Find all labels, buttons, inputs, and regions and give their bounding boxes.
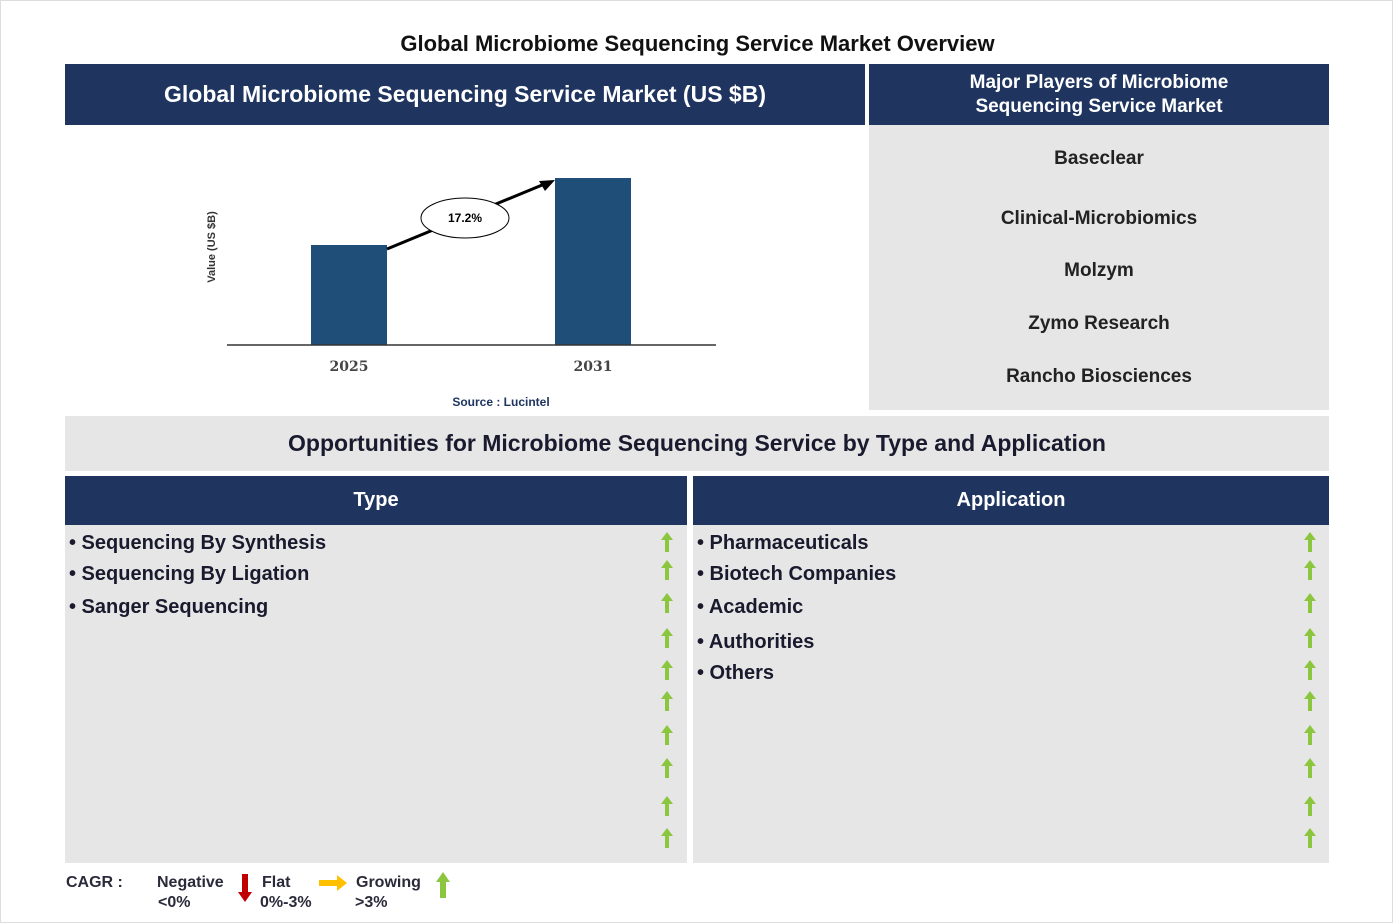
application-item: • Pharmaceuticals (697, 532, 869, 554)
bar-2025 (311, 245, 387, 345)
type-header: Type (65, 476, 687, 525)
up-arrow-icon (661, 828, 673, 848)
up-arrow-icon (661, 725, 673, 745)
player-item: Zymo Research (1028, 313, 1170, 334)
up-arrow-icon (1304, 532, 1316, 552)
type-item: • Sequencing By Synthesis (69, 532, 327, 554)
up-arrow-icon (661, 660, 673, 680)
up-arrow-icon (1304, 796, 1316, 816)
type-item: • Sequencing By Ligation (69, 563, 310, 585)
legend-negative-range: <0% (158, 894, 191, 911)
y-axis-label: Value (US $B) (206, 211, 218, 283)
application-panel (693, 525, 1329, 863)
up-arrow-icon (1304, 593, 1316, 613)
up-arrow-icon (661, 796, 673, 816)
cagr-bubble (420, 197, 510, 239)
up-arrow-icon (1304, 725, 1316, 745)
up-arrow-icon (1304, 628, 1316, 648)
up-arrow-icon (1304, 660, 1316, 680)
up-arrow-icon (1304, 758, 1316, 778)
right-arrow-icon (319, 875, 347, 891)
legend-flat: Flat (262, 874, 291, 891)
x-tick-label: 2025 (330, 359, 369, 375)
up-arrow-icon (661, 532, 673, 552)
players-panel (869, 125, 1329, 410)
page-title: Global Microbiome Sequencing Service Mar… (400, 31, 995, 56)
legend-negative: Negative (157, 874, 224, 891)
player-item: Clinical-Microbiomics (1000, 208, 1198, 229)
up-arrow-icon (661, 758, 673, 778)
legend-label: CAGR : (66, 874, 123, 891)
arrow-head-icon (539, 180, 555, 191)
opportunities-header: Opportunities for Microbiome Sequencing … (65, 416, 1329, 471)
up-arrow-icon (1304, 560, 1316, 580)
down-arrow-icon (238, 874, 252, 902)
up-arrow-icon (661, 628, 673, 648)
legend-growing: Growing (356, 874, 421, 891)
up-arrow-icon (1304, 691, 1316, 711)
up-arrow-icon (436, 872, 450, 898)
application-header: Application (693, 476, 1329, 525)
application-item: • Others (697, 662, 775, 684)
up-arrow-icon (661, 593, 673, 613)
type-panel (65, 525, 687, 863)
cagr-label: 17.2% (448, 211, 482, 225)
source-label: Source : Lucintel (452, 395, 549, 409)
player-item: Rancho Biosciences (1006, 366, 1192, 387)
application-item: • Academic (697, 596, 804, 618)
up-arrow-icon (661, 560, 673, 580)
player-item: Baseclear (1054, 148, 1144, 169)
players-header: Major Players of Microbiome Sequencing S… (869, 64, 1329, 125)
chart-header: Global Microbiome Sequencing Service Mar… (65, 64, 865, 125)
up-arrow-icon (661, 691, 673, 711)
player-item: Molzym (1064, 260, 1134, 281)
legend-flat-range: 0%-3% (260, 894, 312, 911)
up-arrow-icon (1304, 828, 1316, 848)
application-item: • Authorities (697, 631, 815, 653)
legend-growing-range: >3% (355, 894, 388, 911)
bar-chart: 2025 2031 17.2% Value (US $B) Source : Lucin… (206, 178, 716, 409)
type-item: • Sanger Sequencing (69, 596, 269, 618)
bar-2031 (555, 178, 631, 345)
x-tick-label: 2031 (574, 359, 613, 375)
application-item: • Biotech Companies (697, 563, 897, 585)
